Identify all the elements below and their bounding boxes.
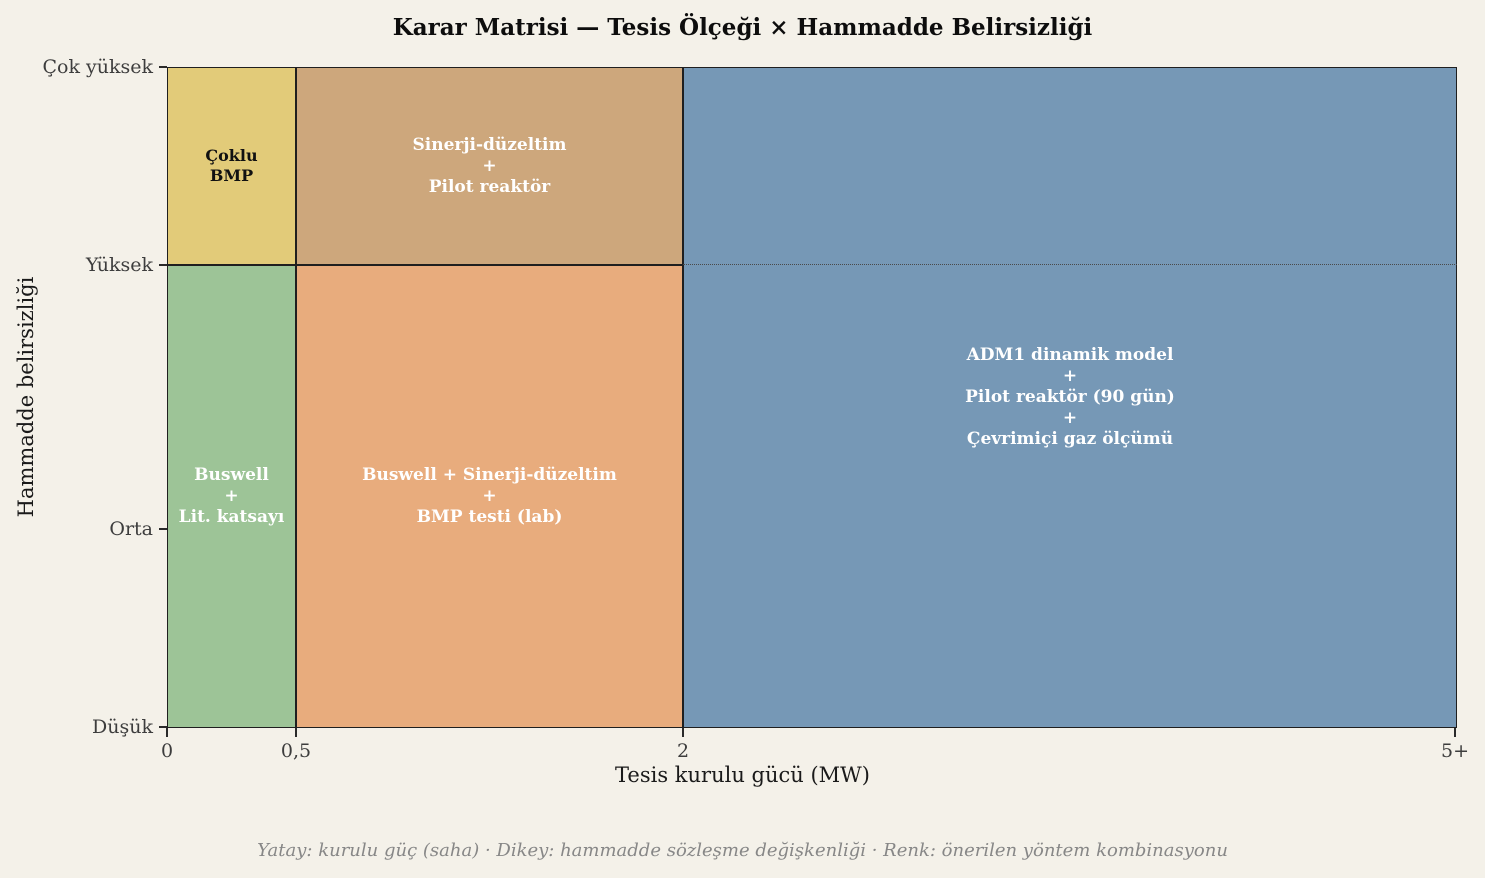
y-tick-mark [159, 66, 167, 68]
matrix-region-buswell-lit: Buswell + Lit. katsayı [167, 265, 296, 728]
y-tick-mark [159, 528, 167, 530]
y-tick-mark [159, 264, 167, 266]
y-tick-label-yuksek: Yüksek [85, 254, 153, 276]
matrix-region-coklu-bmp: Çoklu BMP [167, 67, 296, 265]
x-tick-mark [295, 728, 297, 737]
y-tick-label-cok-yuksek: Çok yüksek [42, 56, 153, 78]
x-tick-mark [1454, 728, 1456, 737]
x-tick-label-0: 0 [160, 740, 174, 762]
chart-title-wrap: Karar Matrisi — Tesis Ölçeği × Hammadde … [0, 14, 1485, 41]
y-axis-label: Hammadde belirsizliği [14, 276, 38, 518]
region-label: Sinerji-düzeltim + Pilot reaktör [412, 134, 567, 197]
y-tick-mark [159, 726, 167, 728]
matrix-region-sinerji-pilot: Sinerji-düzeltim + Pilot reaktör [296, 67, 683, 265]
region-label: Buswell + Lit. katsayı [178, 465, 285, 527]
x-axis-label: Tesis kurulu gücü (MW) [615, 763, 870, 787]
x-tick-label-05: 0,5 [280, 740, 312, 762]
matrix-region-adm1-pilot-online: ADM1 dinamik model + Pilot reaktör (90 g… [683, 67, 1457, 728]
matrix-region-buswell-sinerji-bmp: Buswell + Sinerji-düzeltim + BMP testi (… [296, 265, 683, 728]
chart-title: Karar Matrisi — Tesis Ölçeği × Hammadde … [392, 14, 1093, 41]
y-tick-label-dusuk: Düşük [92, 716, 153, 738]
region-label: Buswell + Sinerji-düzeltim + BMP testi (… [362, 465, 617, 527]
footnote: Yatay: kurulu güç (saha) · Dikey: hammad… [257, 840, 1228, 861]
plot-area: Çoklu BMP Sinerji-düzeltim + Pilot reakt… [167, 67, 1457, 728]
region-label: ADM1 dinamik model + Pilot reaktör (90 g… [965, 345, 1175, 449]
x-tick-label-5plus: 5+ [1440, 740, 1469, 762]
region-label: Çoklu BMP [205, 146, 258, 185]
x-tick-mark [166, 728, 168, 737]
x-tick-mark [682, 728, 684, 737]
y-tick-label-orta: Orta [109, 518, 153, 540]
threshold-dotted-line [683, 264, 1457, 265]
x-tick-label-2: 2 [676, 740, 690, 762]
